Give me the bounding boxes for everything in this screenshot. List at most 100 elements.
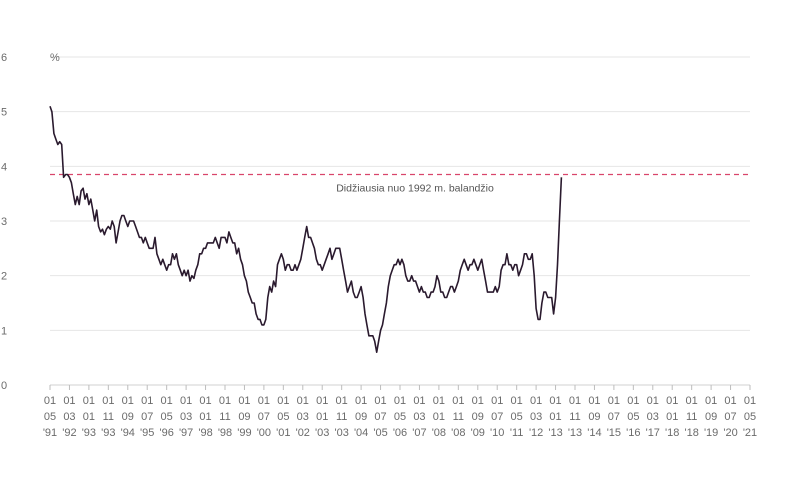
- x-tick-label: '01: [276, 427, 290, 439]
- x-tick-label: '19: [704, 427, 718, 439]
- x-tick-label: '98: [218, 427, 232, 439]
- x-tick-label: 05: [394, 411, 406, 423]
- x-tick-label: '92: [62, 427, 76, 439]
- x-tick-label: '15: [607, 427, 621, 439]
- x-tick-label: 01: [102, 395, 114, 407]
- x-tick-label: '93: [82, 427, 96, 439]
- x-tick-label: 09: [588, 411, 600, 423]
- reference-line-group: Didžiausia nuo 1992 m. balandžio: [50, 173, 750, 195]
- x-tick-label: 07: [258, 411, 270, 423]
- x-tick-label: '12: [529, 427, 543, 439]
- x-tick-label: 01: [549, 395, 561, 407]
- x-tick-label: 01: [569, 395, 581, 407]
- x-tick-label: 01: [413, 395, 425, 407]
- x-tick-label: 01: [433, 395, 445, 407]
- x-tick-label: 03: [63, 411, 75, 423]
- x-tick-label: 05: [44, 411, 56, 423]
- x-tick-label: 09: [472, 411, 484, 423]
- x-tick-label: 01: [744, 395, 756, 407]
- x-tick-label: '21: [743, 427, 757, 439]
- x-tick-label: 01: [219, 395, 231, 407]
- x-tick-label: '04: [354, 427, 368, 439]
- x-tick-label: 07: [374, 411, 386, 423]
- x-tick-label: 01: [452, 395, 464, 407]
- series-group: [49, 105, 563, 353]
- x-tick-label: 07: [608, 411, 620, 423]
- x-tick-label: 01: [44, 395, 56, 407]
- x-tick-label: 01: [705, 395, 717, 407]
- x-tick-label: 11: [686, 411, 697, 423]
- x-tick-label: 01: [647, 395, 659, 407]
- x-tick-label: 01: [199, 395, 211, 407]
- x-tick-label: '18: [665, 427, 679, 439]
- x-tick-label: 01: [608, 395, 620, 407]
- x-tick-label: '02: [296, 427, 310, 439]
- x-tick-label: '13: [548, 427, 562, 439]
- x-tick-label: '16: [626, 427, 640, 439]
- x-tick-label: '10: [490, 427, 504, 439]
- x-tick-label: 01: [686, 395, 698, 407]
- x-tick-label: '93: [101, 427, 115, 439]
- x-tick-label: 11: [569, 411, 580, 423]
- x-tick-label: 01: [161, 395, 173, 407]
- x-tick-label: 01: [374, 395, 386, 407]
- x-tick-label: 01: [83, 411, 95, 423]
- reference-line-label: Didžiausia nuo 1992 m. balandžio: [336, 183, 494, 195]
- x-tick-label: 01: [627, 395, 639, 407]
- x-tick-label: 01: [316, 411, 328, 423]
- x-tick-label: 01: [199, 411, 211, 423]
- x-tick-label: 11: [336, 411, 347, 423]
- series-line-0: [49, 105, 563, 353]
- x-tick-label: 01: [511, 395, 523, 407]
- x-tick-label: '00: [257, 427, 271, 439]
- x-tick-label: 01: [238, 395, 250, 407]
- x-tick-label: 03: [530, 411, 542, 423]
- x-tick-label: '94: [121, 427, 135, 439]
- x-tick-label: 01: [355, 395, 367, 407]
- x-tick-label: '17: [646, 427, 660, 439]
- x-tick-label: '18: [684, 427, 698, 439]
- x-tick-label: '08: [432, 427, 446, 439]
- x-tick-label: 05: [161, 411, 173, 423]
- x-tick-label: '07: [412, 427, 426, 439]
- x-tick-label: 01: [666, 411, 678, 423]
- x-tick-label: 11: [453, 411, 464, 423]
- y-tick-label: 2: [1, 271, 7, 283]
- x-tick-label: 05: [511, 411, 523, 423]
- x-tick-label: 05: [627, 411, 639, 423]
- x-tick-label: 01: [277, 395, 289, 407]
- x-tick-label: '03: [315, 427, 329, 439]
- x-tick-label: 01: [258, 395, 270, 407]
- x-tick-label: 01: [491, 395, 503, 407]
- x-tick-label: 01: [336, 395, 348, 407]
- x-tick-label: '11: [510, 427, 524, 439]
- x-tick-label: 01: [433, 411, 445, 423]
- x-tick-label: '20: [723, 427, 737, 439]
- y-tick-label: 4: [1, 161, 7, 173]
- x-tick-label: 03: [413, 411, 425, 423]
- x-tick-label: 11: [103, 411, 114, 423]
- x-tick-label: 01: [588, 395, 600, 407]
- x-tick-label: '96: [159, 427, 173, 439]
- gridlines: [50, 56, 750, 386]
- x-tick-label: 05: [744, 411, 756, 423]
- x-tick-label: 09: [238, 411, 250, 423]
- x-tick-label: 01: [394, 395, 406, 407]
- x-tick-label: 05: [277, 411, 289, 423]
- x-tick-label: '97: [179, 427, 193, 439]
- x-tick-label: 01: [316, 395, 328, 407]
- x-tick-label: 01: [549, 411, 561, 423]
- x-tick-label: '91: [43, 427, 57, 439]
- x-tick-label: 01: [530, 395, 542, 407]
- y-tick-label: 0: [1, 380, 7, 392]
- x-axis: 01 05 '91 01 03 '92 01 01 '93 01 11 '93 01 09 '94 01 07 '…: [43, 385, 757, 439]
- x-tick-label: 03: [647, 411, 659, 423]
- x-tick-label: '14: [587, 427, 601, 439]
- x-tick-label: '06: [393, 427, 407, 439]
- x-tick-label: 09: [355, 411, 367, 423]
- y-tick-label: 1: [1, 325, 7, 337]
- x-tick-label: 01: [180, 395, 192, 407]
- x-tick-label: '03: [334, 427, 348, 439]
- x-tick-label: '95: [140, 427, 154, 439]
